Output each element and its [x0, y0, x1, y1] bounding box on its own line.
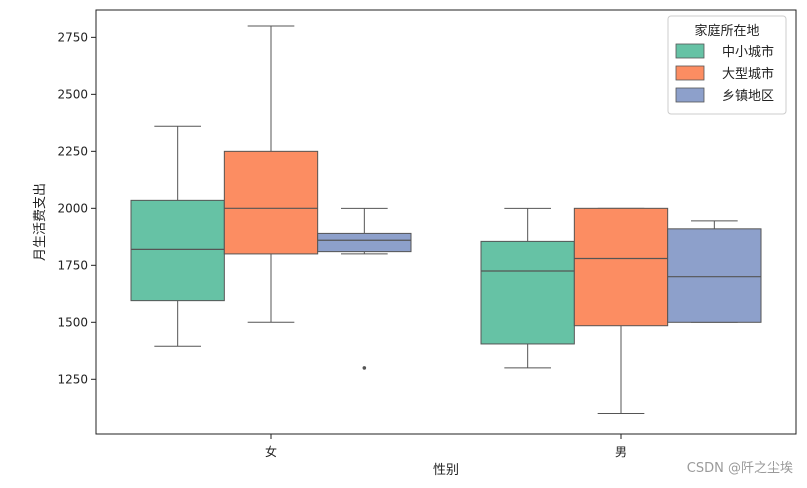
y-tick-label: 2000 — [57, 201, 88, 215]
legend-label: 大型城市 — [722, 66, 774, 82]
box-iqr — [480, 240, 575, 345]
legend-label: 中小城市 — [722, 44, 774, 60]
y-tick-label: 2250 — [57, 144, 88, 158]
box-中小城市-女 — [130, 125, 225, 347]
box-iqr — [130, 199, 225, 302]
y-tick-label: 2500 — [57, 87, 88, 101]
y-axis-label: 月生活费支出 — [33, 183, 48, 261]
box-iqr — [573, 207, 669, 327]
boxes-layer — [130, 25, 762, 414]
box-大型城市-女 — [223, 25, 319, 323]
x-axis: 女男 — [265, 434, 627, 459]
box-中小城市-男 — [480, 207, 575, 369]
x-axis-label: 性别 — [433, 463, 459, 478]
y-tick-label: 1500 — [57, 315, 88, 329]
legend-swatch — [675, 43, 705, 59]
plot-area-frame — [95, 9, 797, 435]
box-大型城市-男 — [573, 207, 669, 414]
y-tick-label: 1250 — [57, 372, 88, 386]
legend-swatch — [675, 65, 705, 81]
legend-label: 乡镇地区 — [722, 89, 774, 104]
box-iqr — [317, 232, 412, 253]
box-乡镇地区-男 — [667, 220, 762, 323]
outlier-point — [362, 366, 367, 370]
legend-swatch — [675, 87, 705, 103]
watermark: CSDN @阡之尘埃 — [686, 461, 793, 476]
y-tick-label: 1750 — [57, 258, 88, 272]
legend-title: 家庭所在地 — [694, 23, 759, 39]
box-乡镇地区-女 — [317, 207, 412, 370]
box-iqr — [223, 150, 319, 255]
y-axis: 1250 1500 1750 2000 2250 2500 2750 — [57, 30, 96, 386]
y-tick-label: 2750 — [57, 30, 88, 44]
box-iqr — [667, 228, 762, 323]
x-tick-label: 女 — [265, 444, 277, 459]
x-tick-label: 男 — [615, 445, 627, 459]
